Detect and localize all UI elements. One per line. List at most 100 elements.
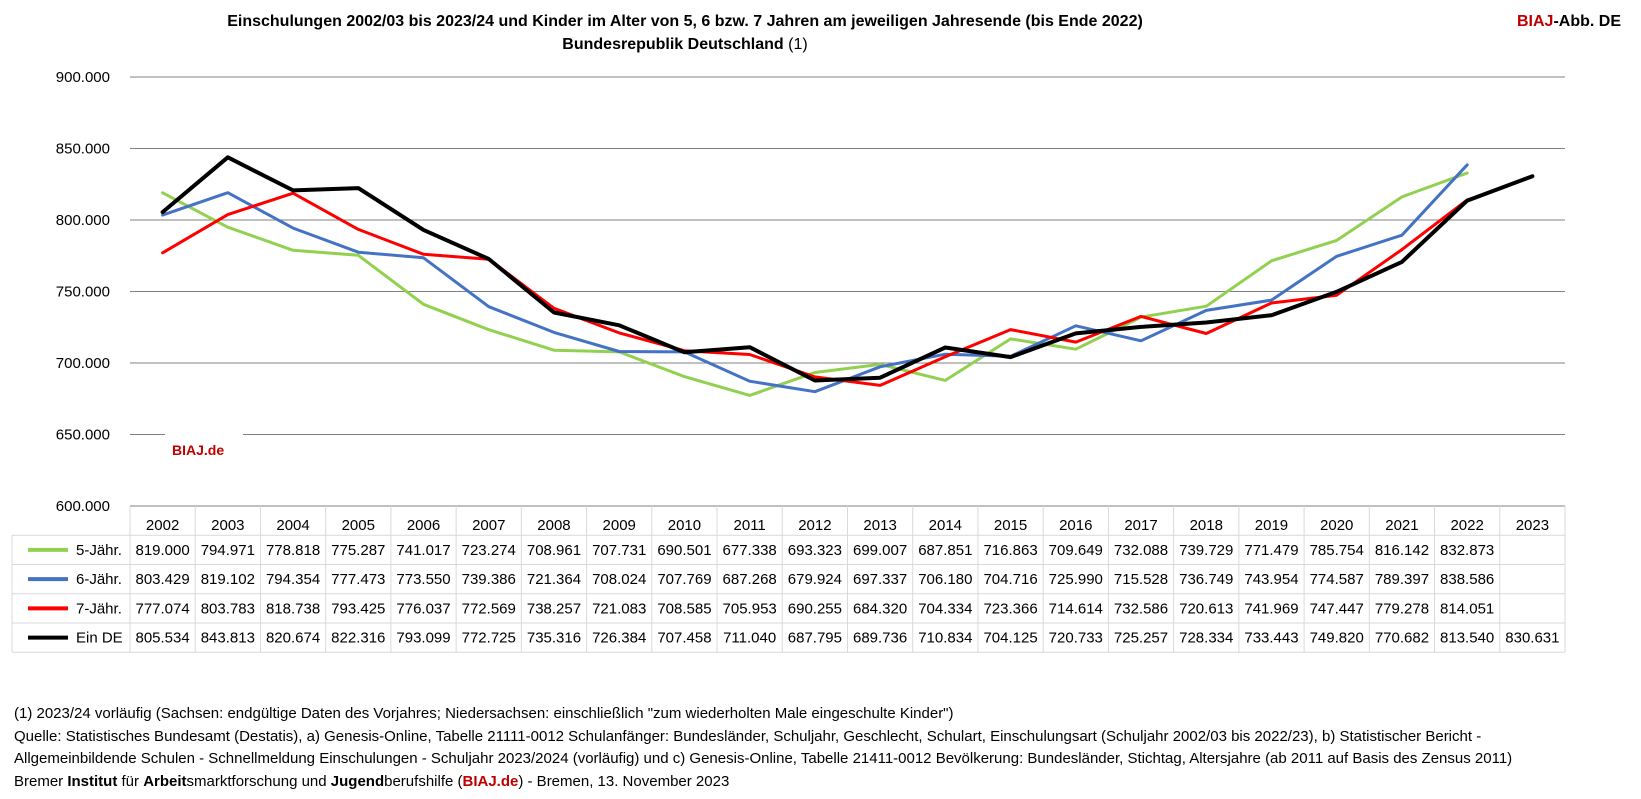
data-label: 679.924: [788, 571, 842, 588]
x-tick-label: 2022: [1450, 517, 1483, 534]
data-label: 706.180: [918, 571, 972, 588]
data-label: 814.051: [1440, 600, 1494, 617]
x-tick-label: 2005: [342, 517, 375, 534]
data-label: 785.754: [1310, 542, 1364, 559]
data-label: 773.550: [396, 571, 450, 588]
data-label: 711.040: [723, 630, 776, 647]
x-tick-label: 2012: [798, 517, 831, 534]
title-country: Bundesrepublik Deutschland: [562, 36, 784, 53]
data-label: 736.749: [1179, 571, 1233, 588]
data-label: 778.818: [266, 542, 320, 559]
data-label: 816.142: [1375, 542, 1429, 559]
data-label: 779.278: [1375, 600, 1429, 617]
publisher-date: ) - Bremen, 13. November 2023: [518, 772, 730, 790]
x-tick-label: 2016: [1059, 517, 1092, 534]
data-label: 721.083: [592, 600, 646, 617]
data-label: 716.863: [983, 542, 1037, 559]
data-label: 789.397: [1375, 571, 1429, 588]
data-label: 838.586: [1440, 571, 1494, 588]
x-tick-label: 2008: [537, 517, 570, 534]
data-label: 726.384: [592, 630, 646, 647]
source-line-1: Quelle: Statistisches Bundesamt (Destati…: [14, 727, 1482, 745]
data-label: 687.795: [788, 630, 842, 647]
x-tick-label: 2021: [1385, 517, 1418, 534]
legend-label: 5-Jähr.: [76, 542, 122, 559]
footer: (1) 2023/24 vorläufig (Sachsen: endgülti…: [14, 703, 1512, 793]
x-tick-label: 2002: [146, 517, 179, 534]
data-label: 720.613: [1179, 600, 1233, 617]
series-line-1: [161, 171, 1469, 397]
x-tick-label: 2006: [407, 517, 440, 534]
x-tick-label: 2004: [276, 517, 309, 534]
data-label: 793.099: [396, 630, 450, 647]
y-tick-label: 700.000: [56, 355, 110, 372]
data-label: 690.501: [657, 542, 711, 559]
data-label: 843.813: [201, 630, 255, 647]
data-label: 794.971: [201, 542, 255, 559]
data-label: 770.682: [1375, 630, 1429, 647]
data-label: 733.443: [1244, 630, 1298, 647]
data-label: 772.725: [462, 630, 516, 647]
x-tick-label: 2020: [1320, 517, 1353, 534]
brand-logo-rest: -Abb. DE: [1553, 13, 1621, 30]
data-label: 732.088: [1114, 542, 1168, 559]
watermark: BIAJ.de: [172, 442, 224, 458]
x-tick-label: 2018: [1190, 517, 1223, 534]
data-label: 723.274: [462, 542, 516, 559]
publisher-c: für: [117, 772, 144, 790]
data-label: 725.990: [1049, 571, 1103, 588]
data-label: 775.287: [331, 542, 385, 559]
data-label: 771.479: [1244, 542, 1298, 559]
data-label: 819.102: [201, 571, 255, 588]
data-label: 777.074: [135, 600, 189, 617]
publisher-b: Institut: [67, 772, 118, 790]
y-tick-label: 800.000: [56, 212, 110, 229]
publisher-line: Bremer Institut für Arbeitsmarktforschun…: [14, 771, 1512, 794]
data-label: 704.716: [983, 571, 1037, 588]
data-label: 818.738: [266, 600, 320, 617]
publisher-f: Jugend: [330, 772, 385, 790]
x-tick-label: 2023: [1516, 517, 1549, 534]
data-label: 705.953: [723, 600, 777, 617]
data-label: 714.614: [1049, 600, 1103, 617]
y-axis: 600.000 650.000 700.000 750.000 800.000 850.0…: [56, 69, 110, 515]
data-label: 732.586: [1114, 600, 1168, 617]
publisher-d: Arbeit: [143, 772, 187, 790]
x-tick-label: 2019: [1255, 517, 1288, 534]
x-tick-label: 2011: [734, 517, 766, 534]
data-label: 777.473: [331, 571, 385, 588]
legend-label: 7-Jähr.: [76, 600, 122, 617]
publisher-link[interactable]: BIAJ.de: [462, 772, 519, 790]
data-label: 715.528: [1114, 571, 1168, 588]
data-table: 2002 2003 2004 2005 2006 2007 2008 2009 2010 2011…: [11, 506, 1566, 653]
y-tick-label: 850.000: [56, 141, 110, 158]
data-label: 707.458: [657, 630, 711, 647]
publisher-e: smarktforschung und: [186, 772, 331, 790]
publisher-g: berufshilfe (: [384, 772, 463, 790]
data-label: 687.268: [723, 571, 777, 588]
data-label: 747.447: [1310, 600, 1364, 617]
series-lines: [160, 155, 1535, 397]
x-tick-label: 2015: [994, 517, 1027, 534]
data-label: 805.534: [135, 630, 189, 647]
data-label: 704.334: [918, 600, 972, 617]
data-label: 832.873: [1440, 542, 1494, 559]
data-label: 794.354: [266, 571, 320, 588]
brand-logo-red: BIAJ: [1517, 13, 1554, 30]
legend-label: Ein DE: [76, 630, 123, 647]
data-label: 776.037: [396, 600, 450, 617]
data-label: 803.783: [201, 600, 255, 617]
publisher-a: Bremer: [14, 772, 68, 790]
data-label: 819.000: [135, 542, 189, 559]
data-label: 684.320: [853, 600, 907, 617]
title-note: (1): [788, 36, 808, 53]
chart-title: Einschulungen 2002/03 bis 2023/24 und Ki…: [0, 10, 1370, 56]
title-line-2: Bundesrepublik Deutschland (1): [0, 33, 1370, 56]
data-label: 704.125: [983, 630, 1037, 647]
footnote: (1) 2023/24 vorläufig (Sachsen: endgülti…: [14, 705, 954, 722]
data-label: 739.729: [1179, 542, 1233, 559]
data-label: 793.425: [331, 600, 385, 617]
data-label: 741.017: [396, 542, 450, 559]
data-label: 728.334: [1179, 630, 1233, 647]
y-tick-label: 650.000: [56, 427, 110, 444]
